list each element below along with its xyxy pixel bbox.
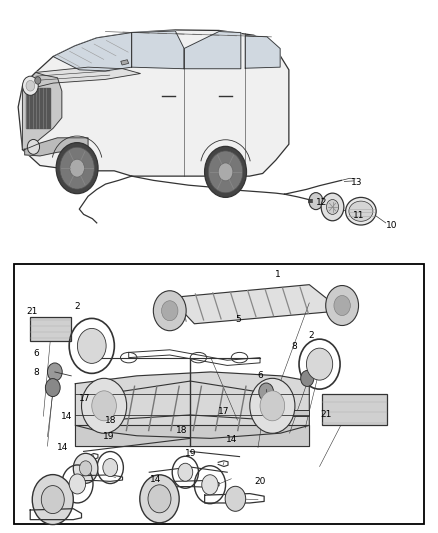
Circle shape [92, 391, 117, 421]
Bar [14, 264, 424, 524]
Text: 11: 11 [353, 211, 364, 220]
Circle shape [225, 486, 246, 511]
Text: 12: 12 [316, 198, 327, 207]
Circle shape [148, 485, 171, 513]
Circle shape [218, 163, 233, 181]
Polygon shape [22, 72, 62, 150]
Text: 5: 5 [236, 315, 241, 324]
Circle shape [250, 378, 295, 433]
Circle shape [162, 301, 178, 321]
Circle shape [32, 474, 73, 524]
Bar [321, 394, 387, 425]
Circle shape [300, 370, 314, 386]
Text: 14: 14 [57, 443, 69, 452]
Circle shape [73, 454, 98, 483]
Circle shape [47, 363, 62, 381]
Polygon shape [26, 88, 49, 128]
Circle shape [178, 463, 193, 481]
Ellipse shape [349, 201, 373, 221]
Bar [260, 410, 309, 416]
Text: 19: 19 [103, 432, 115, 441]
Text: 13: 13 [351, 178, 362, 187]
Polygon shape [25, 138, 88, 156]
Circle shape [103, 458, 118, 477]
Text: 14: 14 [150, 475, 161, 483]
Text: 21: 21 [320, 410, 332, 419]
Text: 10: 10 [386, 221, 397, 230]
Circle shape [208, 151, 243, 193]
Circle shape [260, 391, 285, 421]
Circle shape [326, 286, 359, 326]
Circle shape [307, 348, 333, 380]
Circle shape [205, 147, 247, 197]
Circle shape [79, 461, 92, 476]
Circle shape [26, 80, 35, 91]
Polygon shape [75, 425, 309, 446]
Text: 18: 18 [106, 416, 117, 425]
Circle shape [259, 383, 274, 401]
Circle shape [81, 378, 127, 433]
Text: 17: 17 [218, 407, 229, 416]
Text: 21: 21 [26, 307, 38, 316]
Ellipse shape [346, 197, 376, 225]
Circle shape [35, 77, 41, 84]
Text: 8: 8 [34, 368, 39, 377]
Circle shape [140, 475, 179, 523]
Polygon shape [121, 60, 129, 65]
Text: 14: 14 [60, 412, 72, 421]
Circle shape [78, 328, 106, 364]
Circle shape [46, 378, 60, 397]
Text: 17: 17 [79, 394, 91, 403]
Circle shape [60, 147, 94, 189]
Text: 2: 2 [74, 302, 80, 311]
Text: 1: 1 [275, 270, 281, 279]
Circle shape [326, 199, 339, 214]
Circle shape [334, 295, 350, 316]
Circle shape [321, 193, 344, 221]
Circle shape [41, 486, 64, 514]
Circle shape [69, 474, 85, 494]
Text: 8: 8 [291, 342, 297, 351]
Circle shape [309, 192, 323, 209]
Polygon shape [53, 33, 132, 71]
Polygon shape [184, 31, 241, 69]
Text: 2: 2 [308, 331, 314, 340]
Polygon shape [18, 30, 289, 176]
Polygon shape [132, 31, 184, 69]
Bar [30, 317, 71, 341]
Polygon shape [245, 36, 280, 68]
Circle shape [27, 140, 39, 155]
Polygon shape [75, 372, 309, 438]
Circle shape [202, 475, 218, 495]
Polygon shape [170, 285, 342, 324]
Circle shape [22, 76, 38, 95]
Text: 6: 6 [34, 349, 39, 358]
Circle shape [56, 143, 98, 193]
Polygon shape [22, 67, 141, 88]
Text: 20: 20 [255, 478, 266, 486]
Text: 14: 14 [226, 435, 238, 444]
Text: 6: 6 [258, 371, 263, 380]
Text: 19: 19 [185, 449, 196, 458]
Text: 18: 18 [176, 426, 187, 435]
Circle shape [70, 159, 85, 177]
Circle shape [153, 290, 186, 330]
